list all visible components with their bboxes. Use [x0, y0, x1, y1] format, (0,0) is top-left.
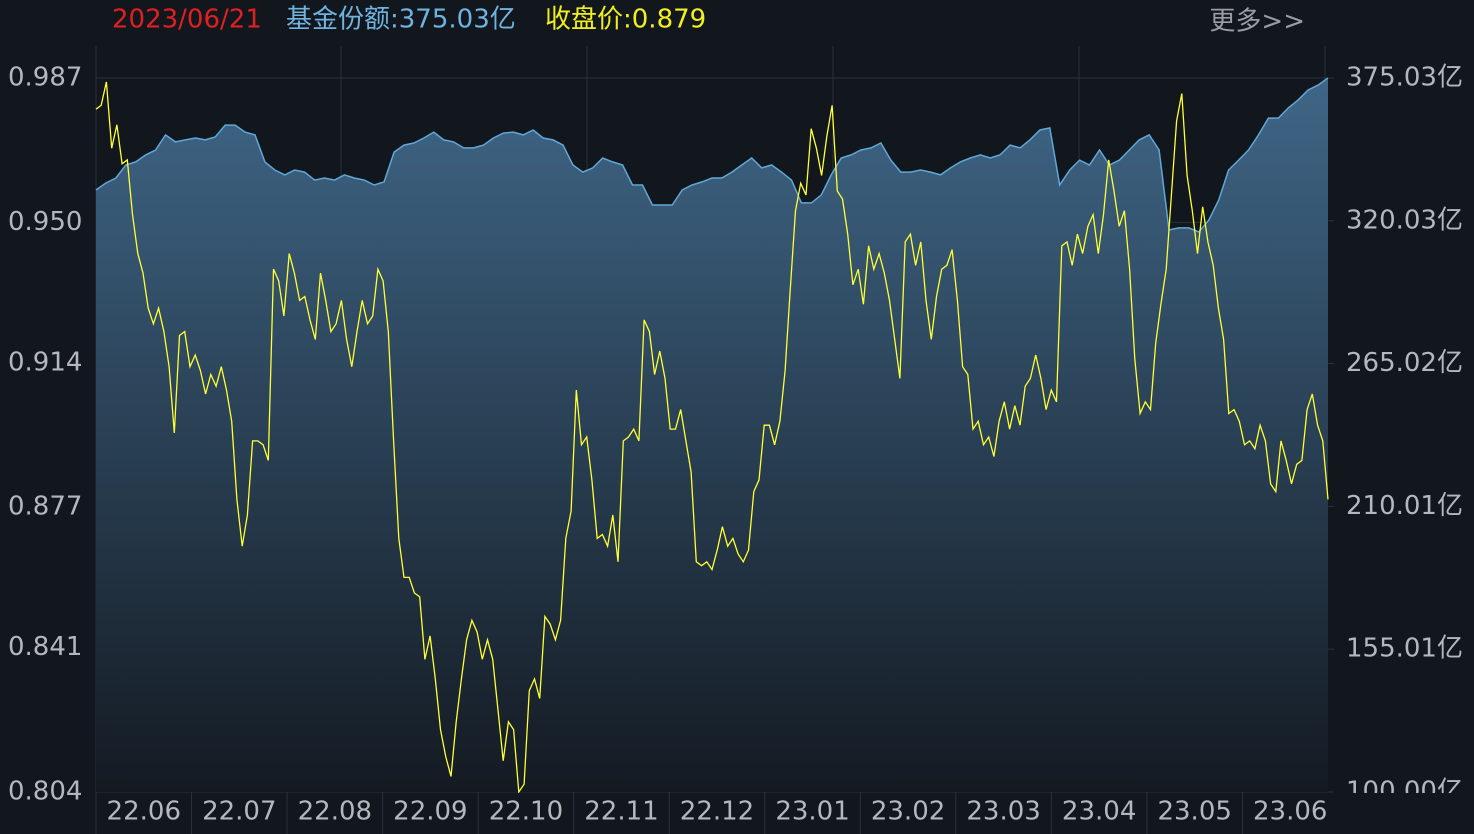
x-tick-label: 23.01	[775, 797, 849, 827]
area-fill	[96, 78, 1328, 792]
x-axis-strip	[96, 793, 1474, 834]
header-date: 2023/06/21	[112, 5, 262, 35]
plot: 0.8040.8410.8770.9140.9500.987100.00亿155…	[8, 63, 1474, 834]
x-tick-label: 22.11	[584, 797, 658, 827]
price-line	[95, 81, 1329, 794]
y2-tick-label: 155.01亿	[1346, 634, 1463, 664]
x-tick-label: 22.08	[298, 797, 372, 827]
x-tick-label: 22.09	[393, 797, 467, 827]
x-tick-label: 22.06	[107, 797, 181, 827]
x-tick-label: 23.04	[1062, 797, 1136, 827]
y-tick-label: 0.841	[8, 632, 82, 662]
y2-tick-label: 320.03亿	[1346, 205, 1463, 235]
x-tick-label: 23.03	[966, 797, 1040, 827]
x-tick-label: 22.10	[489, 797, 563, 827]
y-tick-label: 0.987	[8, 63, 82, 93]
header-share: 基金份额:375.03亿	[286, 5, 516, 35]
y-tick-label: 0.950	[8, 207, 82, 237]
x-tick-label: 23.02	[871, 797, 945, 827]
y2-tick-label: 210.01亿	[1346, 491, 1463, 521]
y-tick-label: 0.804	[8, 777, 82, 807]
y2-tick-label: 265.02亿	[1346, 348, 1463, 378]
y-tick-label: 0.914	[8, 347, 82, 377]
header-close: 收盘价:0.879	[545, 5, 706, 35]
more-link[interactable]: 更多>>	[1209, 7, 1305, 37]
y2-tick-label: 375.03亿	[1346, 63, 1463, 93]
x-tick-label: 23.06	[1253, 797, 1327, 827]
x-tick-label: 22.12	[680, 797, 754, 827]
area-line	[95, 77, 1329, 233]
y-tick-label: 0.877	[8, 492, 82, 522]
x-tick-label: 23.05	[1157, 797, 1231, 827]
x-tick-label: 22.07	[202, 797, 276, 827]
